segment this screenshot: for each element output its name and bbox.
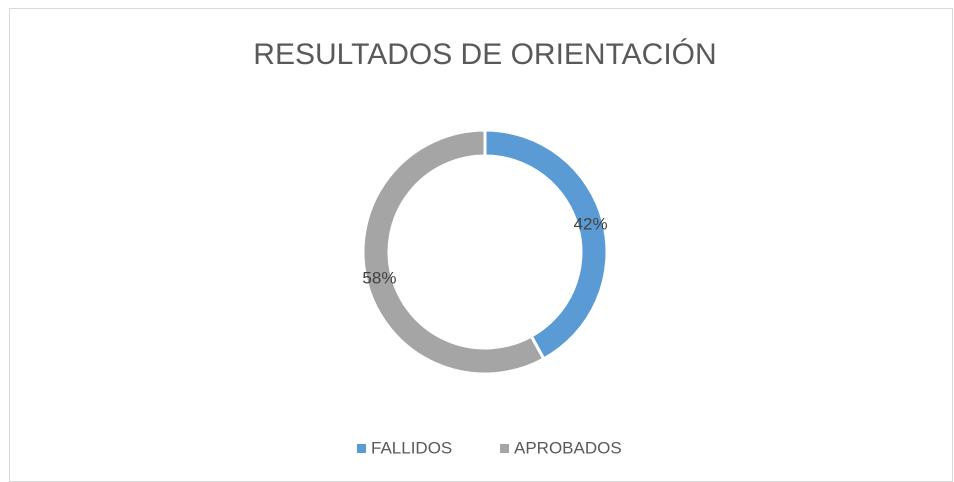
legend-label: FALLIDOS: [371, 438, 452, 457]
data-label: 58%: [362, 269, 396, 288]
chart-title: RESULTADOS DE ORIENTACIÓN: [253, 38, 716, 71]
data-label: 42%: [574, 214, 608, 233]
donut-slice: [361, 128, 546, 376]
legend-swatch: [500, 444, 509, 453]
legend-label: APROBADOS: [514, 438, 622, 457]
chart-frame: [9, 8, 953, 482]
legend-swatch: [357, 444, 366, 453]
